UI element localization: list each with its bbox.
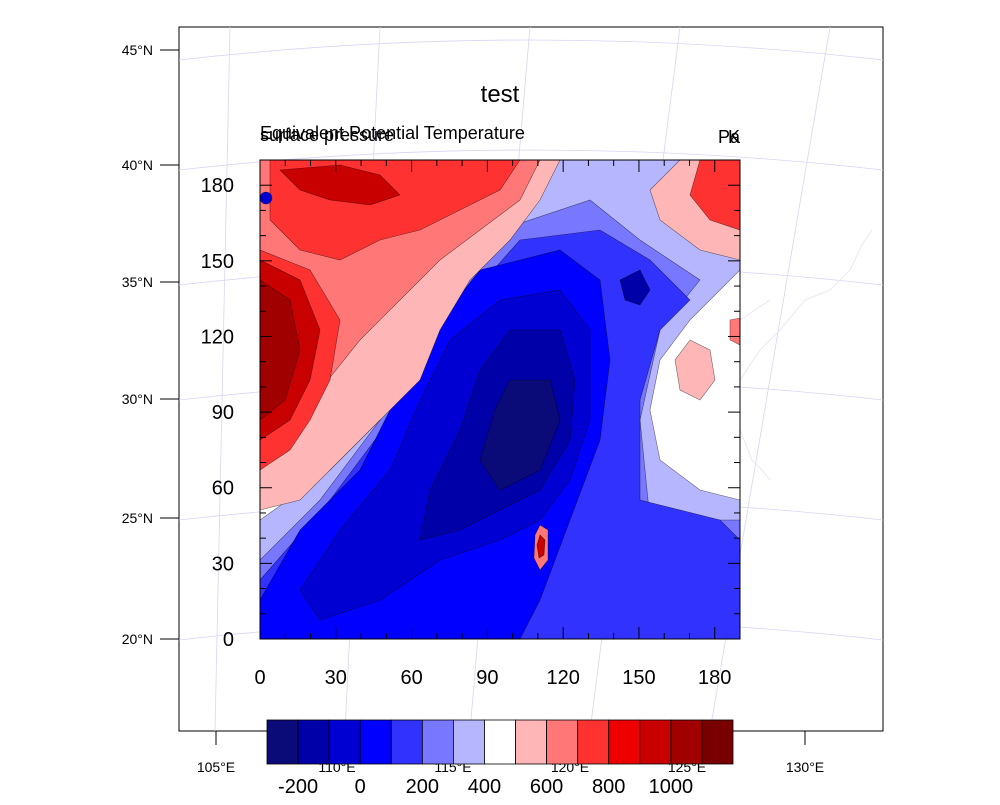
lat-label: 20°N [122, 631, 153, 647]
colorbar-label: 1000 [649, 776, 694, 798]
y-tick-label: 180 [201, 175, 234, 197]
y-tick-label: 30 [212, 553, 234, 575]
colorbar-label: -200 [278, 776, 318, 798]
lat-label: 30°N [122, 391, 153, 407]
colorbar-swatch [390, 719, 423, 765]
colorbar-label: 200 [406, 776, 439, 798]
x-tick-label: 30 [325, 667, 347, 689]
x-axis: 0 30 60 90 120 150 180 [254, 160, 731, 689]
y-tick-label: 60 [212, 478, 234, 500]
x-tick-label: 150 [622, 667, 655, 689]
lon-label: 130°E [786, 759, 824, 775]
colorbar-swatch [266, 719, 299, 765]
colorbar-swatch [608, 719, 641, 765]
colorbar [266, 719, 734, 765]
colorbar-swatch [546, 719, 579, 765]
colorbar-swatch [670, 719, 703, 765]
y-tick-label: 150 [201, 251, 234, 273]
lat-label: 35°N [122, 274, 153, 290]
colorbar-swatch [484, 719, 516, 765]
colorbar-label: 0 [355, 776, 366, 798]
latitude-labels: 20°N 25°N 30°N 35°N 40°N 45°N [122, 42, 179, 647]
left-string: Equivalent Potential Temperature [260, 123, 525, 143]
x-tick-label: 60 [400, 667, 422, 689]
lat-label: 45°N [122, 42, 153, 58]
lat-label: 25°N [122, 510, 153, 526]
x-tick-label: 90 [476, 667, 498, 689]
colorbar-label: 800 [592, 776, 625, 798]
colorbar-swatch [701, 719, 734, 765]
lon-label: 105°E [197, 759, 235, 775]
x-tick-label: 180 [698, 667, 731, 689]
colorbar-label: 400 [468, 776, 501, 798]
right-string: K [728, 127, 740, 147]
colorbar-swatch [452, 719, 485, 765]
y-tick-label: 120 [201, 326, 234, 348]
plot-border [259, 159, 741, 640]
lat-label: 40°N [122, 157, 153, 173]
colorbar-swatch [421, 719, 454, 765]
right-string-overlap: Pa [718, 127, 741, 147]
contour-field [260, 160, 740, 639]
y-axis: 0 30 60 90 120 150 180 [201, 175, 740, 651]
colorbar-swatch [297, 719, 330, 765]
left-string-overlap: surface pressure [260, 125, 394, 145]
colorbar-label: 600 [530, 776, 563, 798]
y-tick-label: 90 [212, 402, 234, 424]
map-coastline [739, 229, 873, 481]
x-tick-label: 120 [546, 667, 579, 689]
colorbar-labels: -200 0 200 400 600 800 1000 [278, 776, 693, 798]
colorbar-swatch [359, 719, 392, 765]
colorbar-swatch [639, 719, 672, 765]
x-tick-label: 0 [254, 667, 265, 689]
chart-title: test [481, 81, 520, 108]
colorbar-swatch [515, 719, 547, 765]
y-tick-label: 0 [223, 629, 234, 651]
colorbar-swatch [577, 719, 610, 765]
colorbar-swatch [328, 719, 361, 765]
